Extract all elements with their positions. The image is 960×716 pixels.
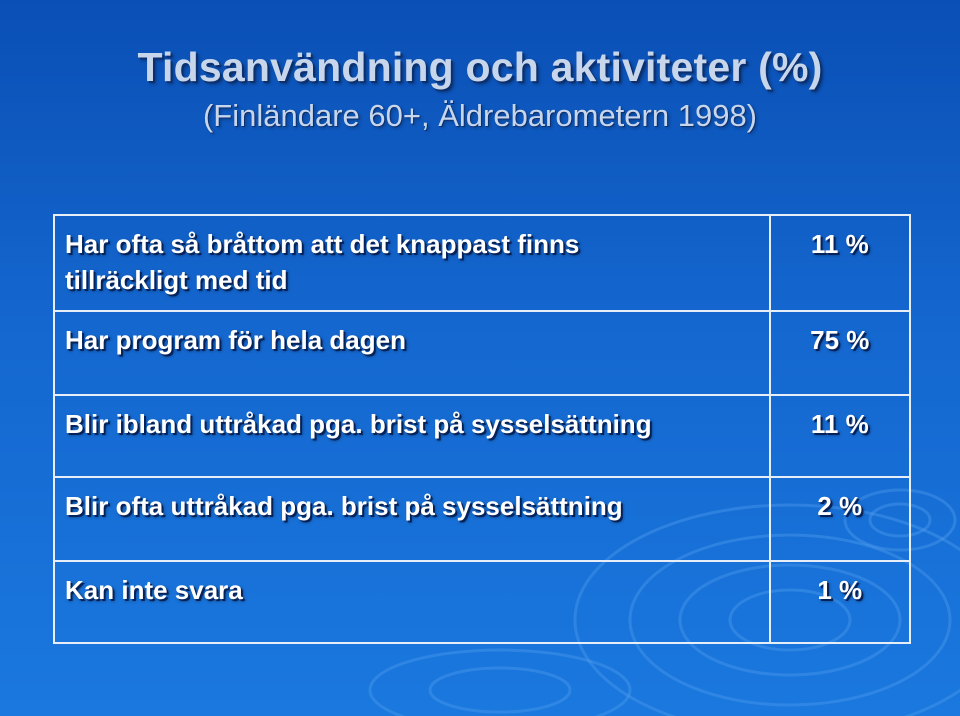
row-value: 11 % xyxy=(768,394,912,478)
row-value: 1 % xyxy=(768,560,912,644)
row-label: Blir ofta uttråkad pga. brist på syssels… xyxy=(53,476,771,562)
statistics-table: Har ofta så bråttom att det knappast fin… xyxy=(53,214,912,644)
row-value: 11 % xyxy=(768,214,912,312)
row-label: Kan inte svara xyxy=(53,560,771,644)
table-row: Blir ibland uttråkad pga. brist på sysse… xyxy=(53,394,912,478)
row-label: Blir ibland uttråkad pga. brist på sysse… xyxy=(53,394,771,478)
slide-title: Tidsanvändning och aktiviteter (%) xyxy=(137,44,823,90)
row-value: 75 % xyxy=(768,310,912,396)
row-value: 2 % xyxy=(768,476,912,562)
table-row: Har ofta så bråttom att det knappast fin… xyxy=(53,214,912,312)
table-row: Har program för hela dagen 75 % xyxy=(53,310,912,396)
row-label: Har ofta så bråttom att det knappast fin… xyxy=(53,214,771,312)
table-row: Blir ofta uttråkad pga. brist på syssels… xyxy=(53,476,912,562)
table-row: Kan inte svara 1 % xyxy=(53,560,912,644)
row-label: Har program för hela dagen xyxy=(53,310,771,396)
row-label-line: Har ofta så bråttom att det knappast fin… xyxy=(65,229,580,259)
row-label-line: tillräckligt med tid xyxy=(65,265,288,295)
slide-subtitle: (Finländare 60+, Äldrebarometern 1998) xyxy=(202,98,758,133)
